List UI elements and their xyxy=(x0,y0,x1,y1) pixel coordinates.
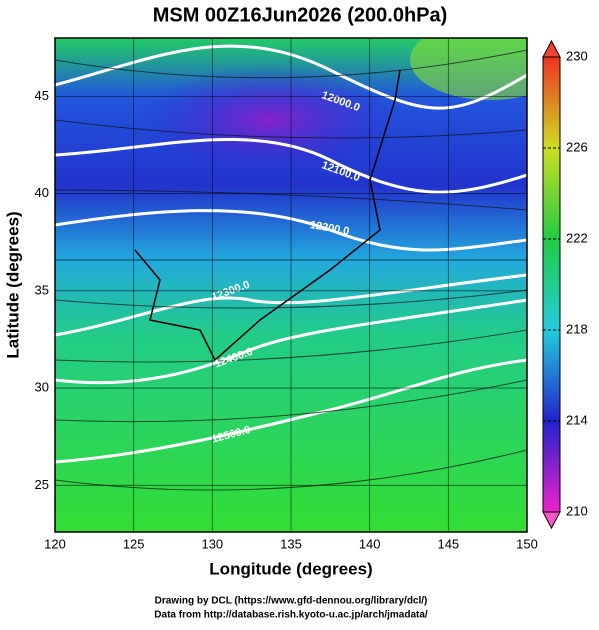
colorbar-tick-label: 218 xyxy=(566,321,588,336)
colorbar-tick-label: 222 xyxy=(566,230,588,245)
y-tick-label: 30 xyxy=(35,380,49,395)
x-tick-label: 130 xyxy=(201,536,223,551)
colorbar-min-arrow xyxy=(542,511,561,530)
warm-area xyxy=(410,38,527,100)
y-axis-label: Latitude (degrees) xyxy=(3,211,22,358)
credit: Data from http://database.rish.kyoto-u.a… xyxy=(154,610,428,621)
colorbar-max-arrow xyxy=(542,39,561,58)
title: MSM 00Z16Jun2026 (200.0hPa) xyxy=(153,4,448,26)
x-tick-label: 145 xyxy=(437,536,459,551)
contours xyxy=(55,44,527,464)
streamlines xyxy=(55,49,527,491)
colorbar-tick-label: 226 xyxy=(566,139,588,154)
colorbar xyxy=(542,56,561,513)
credit: Drawing by DCL (https://www.gfd-dennou.o… xyxy=(155,596,428,607)
y-tick-label: 45 xyxy=(35,88,49,103)
colorbar-tick-label: 230 xyxy=(566,48,588,63)
colorbar-tick-label: 210 xyxy=(566,503,588,518)
x-axis-label: Longitude (degrees) xyxy=(209,559,372,578)
y-tick-label: 35 xyxy=(35,282,49,297)
coastline xyxy=(134,69,401,362)
y-tick-label: 25 xyxy=(35,477,49,492)
x-tick-label: 125 xyxy=(123,536,145,551)
colorbar-tick-label: 214 xyxy=(566,412,588,427)
x-tick-label: 135 xyxy=(280,536,302,551)
field xyxy=(55,38,527,532)
cold-core xyxy=(140,65,400,175)
y-tick-label: 40 xyxy=(35,185,49,200)
x-tick-label: 140 xyxy=(359,536,381,551)
x-tick-label: 150 xyxy=(516,536,538,551)
x-tick-label: 120 xyxy=(44,536,66,551)
